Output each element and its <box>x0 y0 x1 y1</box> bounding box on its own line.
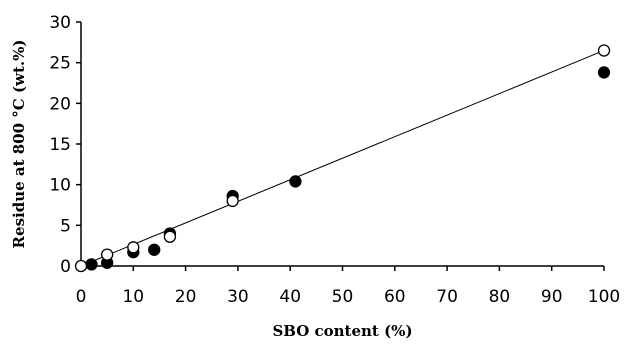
filled-data-point <box>85 258 98 271</box>
y-axis-title: Residue at 800 °C (wt.%) <box>10 40 28 249</box>
filled-data-point <box>148 243 161 256</box>
data-points <box>74 44 611 273</box>
filled-data-point <box>597 66 611 79</box>
y-tick-label: 20 <box>49 94 71 114</box>
y-tick-label: 5 <box>60 216 71 236</box>
y-axis-ticks: 0 5 10 15 20 25 30 <box>49 13 81 277</box>
y-tick-label: 0 <box>60 257 71 277</box>
x-tick-label: 70 <box>436 287 458 307</box>
y-tick-label: 25 <box>49 54 71 74</box>
open-data-point <box>127 241 140 254</box>
x-tick-label: 50 <box>332 287 354 307</box>
x-tick-label: 10 <box>122 287 144 307</box>
open-data-point <box>226 194 239 208</box>
x-tick-label: 30 <box>227 287 249 307</box>
x-tick-label: 80 <box>489 287 511 307</box>
axes <box>80 22 604 267</box>
x-tick-label: 20 <box>175 287 197 307</box>
open-data-point <box>597 44 611 57</box>
x-tick-label: 100 <box>588 287 620 307</box>
open-data-point <box>74 259 88 273</box>
x-tick-label: 60 <box>384 287 406 307</box>
open-data-point <box>101 248 114 261</box>
x-tick-label: 40 <box>279 287 301 307</box>
x-axis-title: SBO content (%) <box>272 322 412 340</box>
filled-data-point <box>289 175 302 188</box>
y-tick-label: 15 <box>49 135 71 155</box>
open-data-point <box>163 230 177 243</box>
x-axis-ticks: 0 10 20 30 40 50 60 70 80 90 100 <box>76 266 620 307</box>
x-tick-label: 90 <box>541 287 563 307</box>
y-tick-label: 10 <box>49 176 71 196</box>
y-tick-label: 30 <box>49 13 71 33</box>
x-tick-label: 0 <box>76 287 87 307</box>
trend-line <box>80 50 605 267</box>
